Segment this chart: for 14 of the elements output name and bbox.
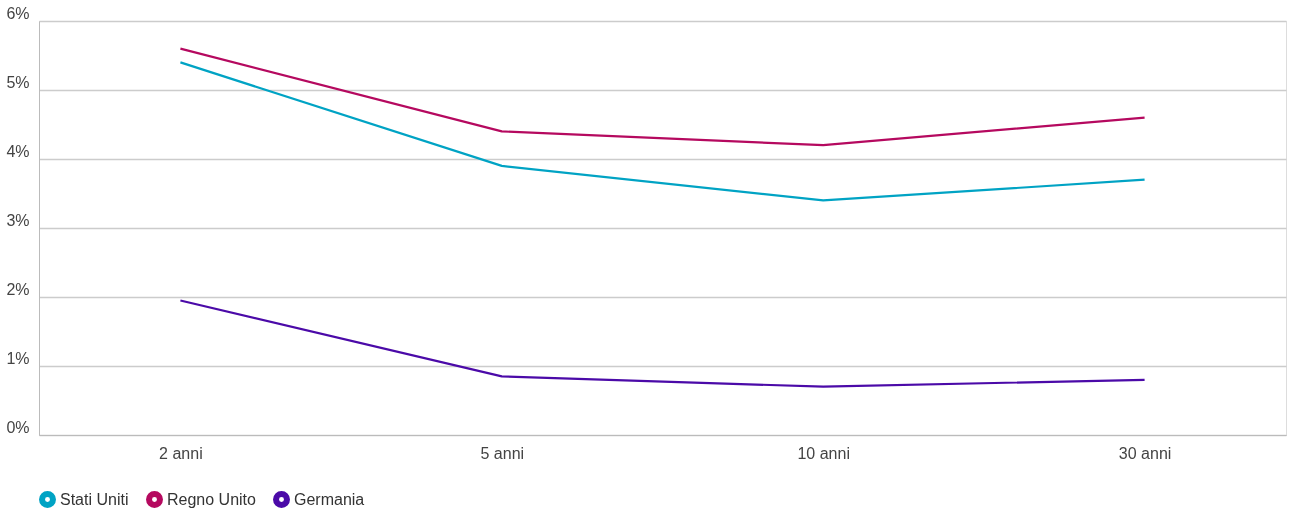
legend-label: Stati Uniti xyxy=(60,490,129,508)
x-tick-label: 30 anni xyxy=(1118,444,1172,462)
y-tick-label: 1% xyxy=(6,349,30,367)
legend-label: Regno Unito xyxy=(167,490,257,508)
x-tick-label: 2 anni xyxy=(159,444,203,462)
x-tick-label: 10 anni xyxy=(797,444,850,462)
legend-label: Germania xyxy=(294,490,365,508)
y-tick-label: 2% xyxy=(6,280,30,298)
y-tick-label: 5% xyxy=(6,73,30,91)
y-tick-label: 0% xyxy=(6,418,30,436)
y-tick-label: 6% xyxy=(6,4,30,22)
y-tick-label: 4% xyxy=(6,142,30,160)
y-tick-label: 3% xyxy=(6,211,30,229)
x-tick-label: 5 anni xyxy=(480,444,525,462)
